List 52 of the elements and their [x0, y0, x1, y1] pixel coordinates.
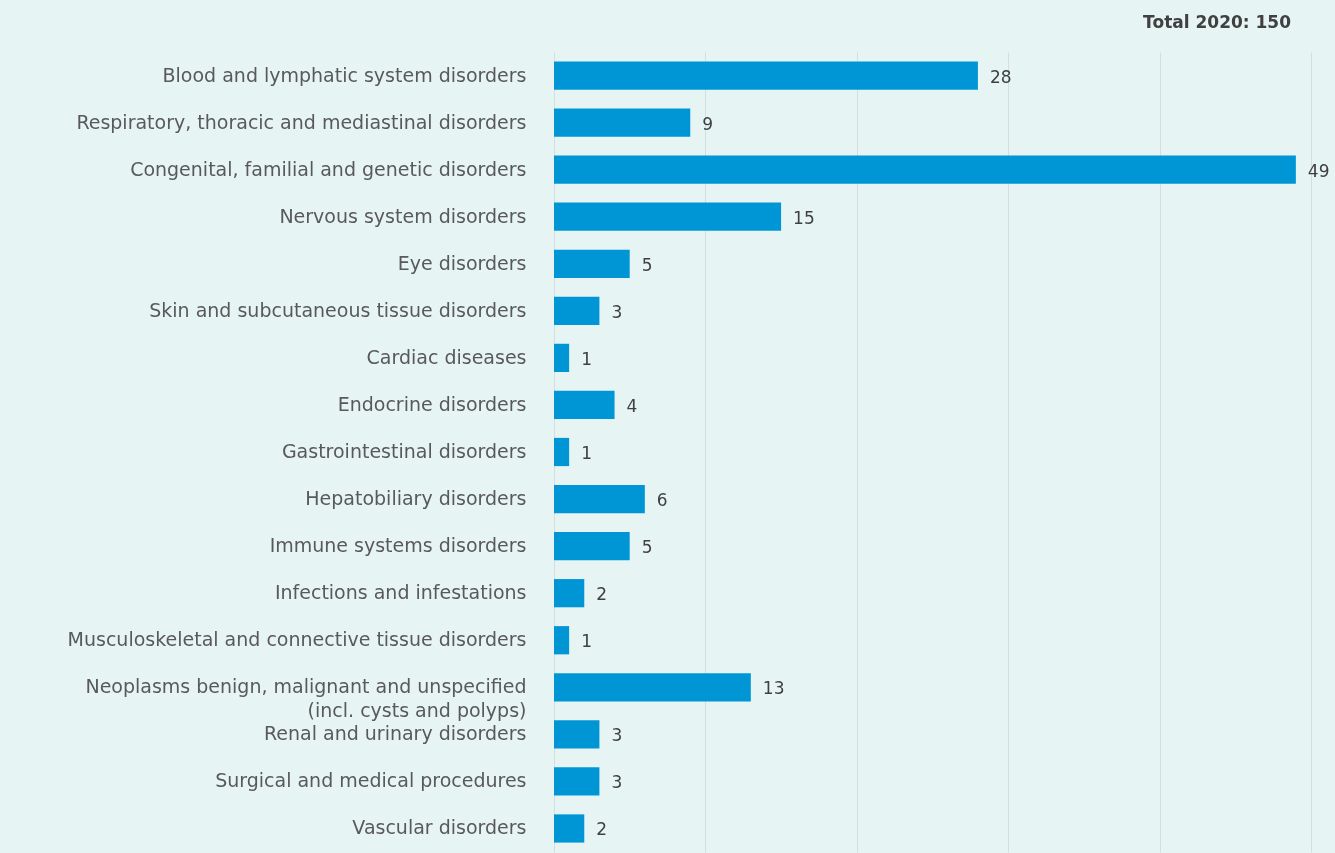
bar	[554, 673, 751, 702]
bar	[554, 720, 600, 749]
y-tick-label: Vascular disorders	[352, 816, 527, 839]
y-tick-label: Eye disorders	[397, 251, 527, 274]
data-label: 5	[641, 254, 653, 275]
data-label: 4	[626, 395, 638, 416]
y-tick-label: Immune systems disorders	[269, 534, 527, 557]
bar	[554, 767, 600, 796]
data-label: 1	[581, 631, 592, 652]
bar	[554, 626, 570, 655]
bar	[554, 532, 630, 561]
y-tick-label: Cardiac diseases	[366, 345, 527, 368]
bar	[554, 579, 585, 608]
bar	[554, 202, 782, 231]
data-label: 6	[656, 490, 668, 511]
bar	[554, 390, 615, 420]
y-tick-label: Infections and infestations	[274, 581, 527, 604]
bar	[554, 249, 630, 278]
y-tick-label: Neoplasms benign, malignant and unspecified (incl. cysts and polyps)	[85, 675, 527, 722]
data-label: 49	[1307, 160, 1330, 181]
data-label: 3	[611, 725, 623, 746]
bar	[554, 61, 978, 90]
y-tick-label: Surgical and medical procedures	[215, 769, 527, 792]
data-label: 2	[596, 819, 608, 840]
data-label: 1	[581, 443, 592, 463]
bar	[554, 484, 645, 514]
data-label: 3	[611, 301, 623, 322]
data-label: 13	[762, 678, 785, 699]
y-tick-label: Respiratory, thoracic and mediastinal disorders	[76, 110, 527, 133]
data-label: 5	[641, 537, 653, 558]
y-tick-label: Nervous system disorders	[279, 204, 527, 227]
data-label: 1	[581, 348, 592, 369]
bar	[554, 343, 570, 372]
data-label: 28	[989, 66, 1012, 87]
y-tick-label: Blood and lymphatic system disorders	[162, 63, 527, 86]
data-label: 2	[596, 584, 608, 605]
y-tick-label: Renal and urinary disorders	[263, 722, 527, 745]
y-tick-label: Skin and subcutaneous tissue disorders	[149, 298, 527, 321]
bar	[554, 814, 585, 843]
data-label: 9	[702, 113, 714, 134]
y-tick-label: Musculoskeletal and connective tissue disorders	[67, 628, 527, 651]
y-tick-label: Gastrointestinal disorders	[281, 440, 527, 462]
chart-title: Total 2020: 150	[1143, 12, 1292, 32]
bar	[554, 108, 691, 137]
bar	[554, 155, 1296, 184]
bar	[554, 296, 600, 325]
data-label: 15	[793, 207, 815, 228]
bar	[554, 437, 570, 467]
y-tick-label: Hepatobiliary disorders	[305, 487, 527, 510]
y-tick-label: Endocrine disorders	[337, 392, 527, 415]
y-tick-label: Congenital, familial and genetic disorders	[130, 157, 527, 180]
data-label: 3	[611, 772, 623, 793]
